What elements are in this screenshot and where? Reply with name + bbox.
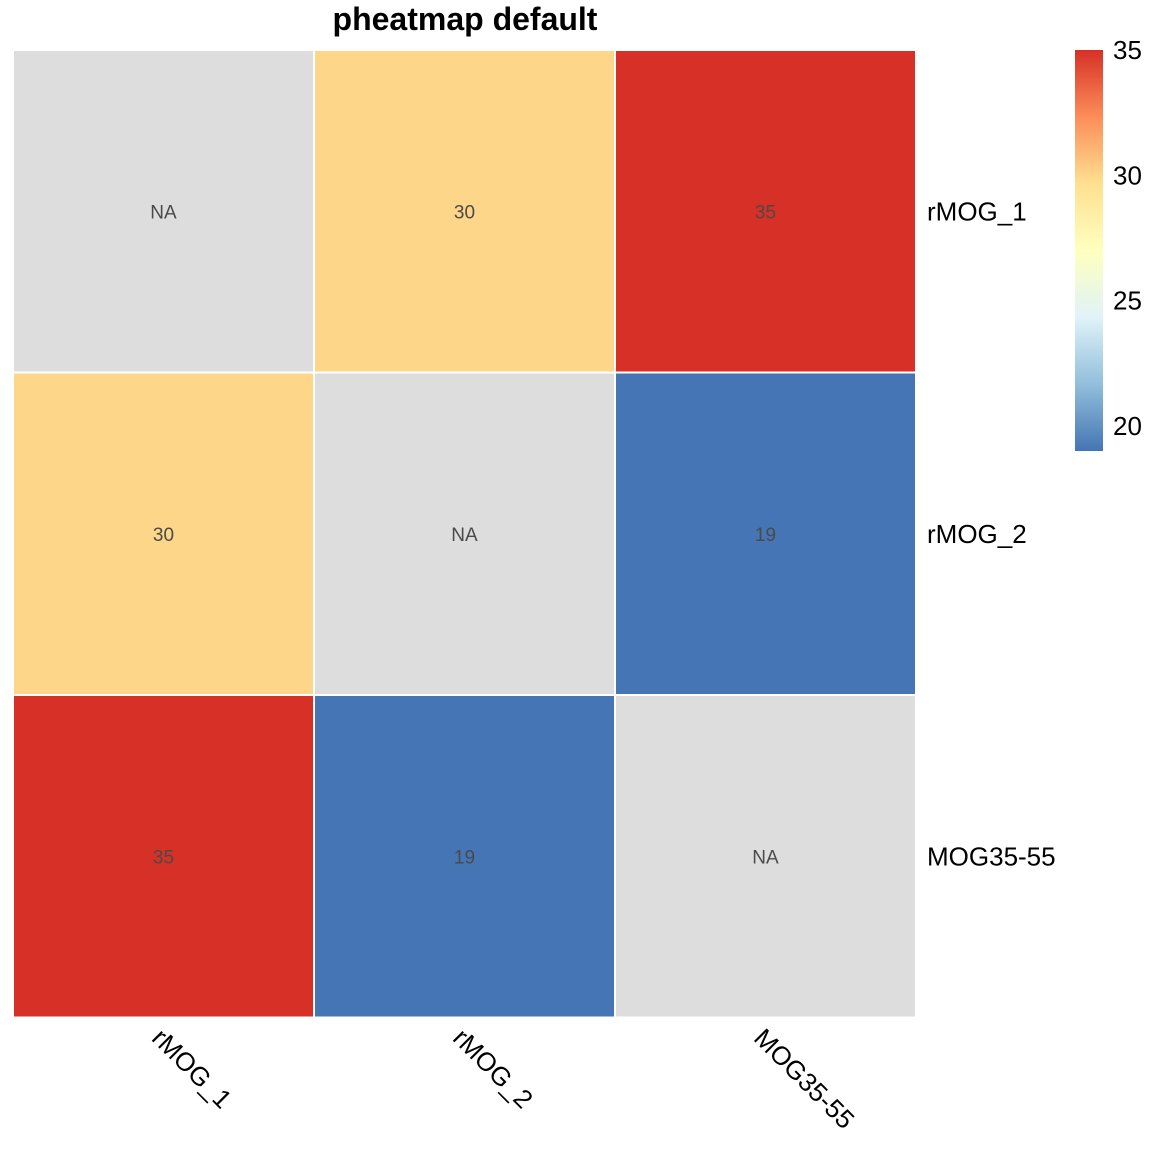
row-label: rMOG_1 <box>927 196 1027 226</box>
legend-tick-label: 30 <box>1113 160 1142 190</box>
legend-tick-label: 25 <box>1113 286 1142 316</box>
cell-value-label: 30 <box>454 202 475 223</box>
row-label: rMOG_2 <box>927 519 1027 549</box>
heatmap-cell <box>313 371 616 696</box>
heatmap-cell <box>12 694 315 1019</box>
heatmap-cell-labels: NA 30 35 30 NA 19 35 19 NA <box>150 202 779 868</box>
color-legend: 35 30 25 20 <box>1075 35 1142 451</box>
cell-value-label: NA <box>752 847 779 868</box>
heatmap-cell <box>313 694 616 1019</box>
cell-value-label: 35 <box>153 847 174 868</box>
heatmap-cell <box>12 49 315 374</box>
row-labels: rMOG_1 rMOG_2 MOG35-55 <box>927 196 1056 871</box>
heatmap-cell <box>614 371 917 696</box>
heatmap-cell <box>12 371 315 696</box>
legend-tick-label: 20 <box>1113 411 1142 441</box>
column-label: rMOG_2 <box>447 1023 539 1115</box>
cell-value-label: NA <box>150 202 177 223</box>
heatmap-cell <box>614 49 917 374</box>
column-label: rMOG_1 <box>146 1023 238 1115</box>
heatmap-cells <box>12 49 917 1019</box>
column-label: MOG35-55 <box>748 1023 860 1135</box>
chart-title: pheatmap default <box>333 1 598 37</box>
heatmap-cell <box>313 49 616 374</box>
heatmap-cell <box>614 694 917 1019</box>
row-label: MOG35-55 <box>927 841 1056 871</box>
cell-value-label: 30 <box>153 525 174 546</box>
cell-value-label: 19 <box>454 847 475 868</box>
column-labels: rMOG_1 rMOG_2 MOG35-55 <box>146 1023 860 1135</box>
cell-value-label: 19 <box>755 525 776 546</box>
legend-color-bar <box>1075 50 1103 451</box>
legend-tick-label: 35 <box>1113 35 1142 65</box>
cell-value-label: NA <box>451 525 478 546</box>
cell-value-label: 35 <box>755 202 776 223</box>
